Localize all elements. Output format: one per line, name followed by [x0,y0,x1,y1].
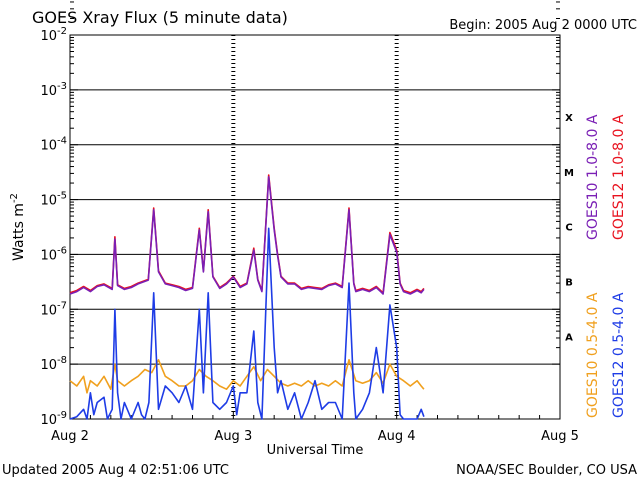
data-series [69,174,425,420]
flare-class-a: A [565,332,573,343]
flare-class-m: M [564,168,574,179]
series-line-2 [69,359,425,394]
series-line-1 [69,176,425,295]
y-axis-label-exponent: -2 [9,193,20,203]
y-tick-label: 10-2 [40,26,67,44]
legend-entry: GOES12 0.5-4.0 A [611,292,627,418]
plot-frame [69,34,561,420]
y-axis-ticks: 10-2 10-3 10-4 10-5 10-6 10-7 10-8 10-9 [40,1,560,428]
legend-entry: GOES10 1.0-8.0 A [585,114,601,240]
y-tick-label: 10-4 [40,136,67,154]
series-line-3 [69,227,425,420]
flare-class-labels: X M C B A [564,113,574,343]
series-line-0 [69,174,425,294]
flare-class-c: C [565,223,572,234]
y-tick-label: 10-3 [40,81,67,99]
y-tick-label: 10-7 [40,300,67,318]
x-tick-label: Aug 4 [378,429,416,444]
x-tick-label: Aug 5 [541,429,579,444]
x-axis-ticks: Aug 2 Aug 3 Aug 4 Aug 5 [51,411,579,444]
y-tick-label: 10-5 [40,191,67,209]
legend-entry: GOES10 0.5-4.0 A [585,292,601,418]
y-axis-label: Watts m-2 [9,193,27,261]
legend-short-wavelength: GOES10 0.5-4.0 A GOES12 0.5-4.0 A [585,292,627,418]
flare-class-b: B [565,278,573,289]
footer-source: NOAA/SEC Boulder, CO USA [456,463,637,478]
footer-updated: Updated 2005 Aug 4 02:51:06 UTC [2,463,229,478]
svg-text:Watts m-2: Watts m-2 [9,193,27,261]
grid-lines [70,35,560,419]
y-tick-label: 10-9 [40,410,67,428]
y-tick-label: 10-6 [40,245,67,263]
x-axis-label: Universal Time [267,443,364,458]
plot-area: 10-210-310-410-510-610-710-810-9 Aug 2 Au… [40,1,579,444]
chart-title: GOES Xray Flux (5 minute data) [32,8,288,27]
legend-long-wavelength: GOES10 1.0-8.0 A GOES12 1.0-8.0 A [585,114,627,240]
y-axis-label-main: Watts m [11,203,27,261]
x-tick-label: Aug 2 [51,429,89,444]
flare-class-x: X [565,113,573,124]
y-tick-label: 10-8 [40,355,67,373]
x-tick-label: Aug 3 [214,429,252,444]
legend-entry: GOES12 1.0-8.0 A [611,114,627,240]
chart-begin-time: Begin: 2005 Aug 2 0000 UTC [449,18,637,33]
